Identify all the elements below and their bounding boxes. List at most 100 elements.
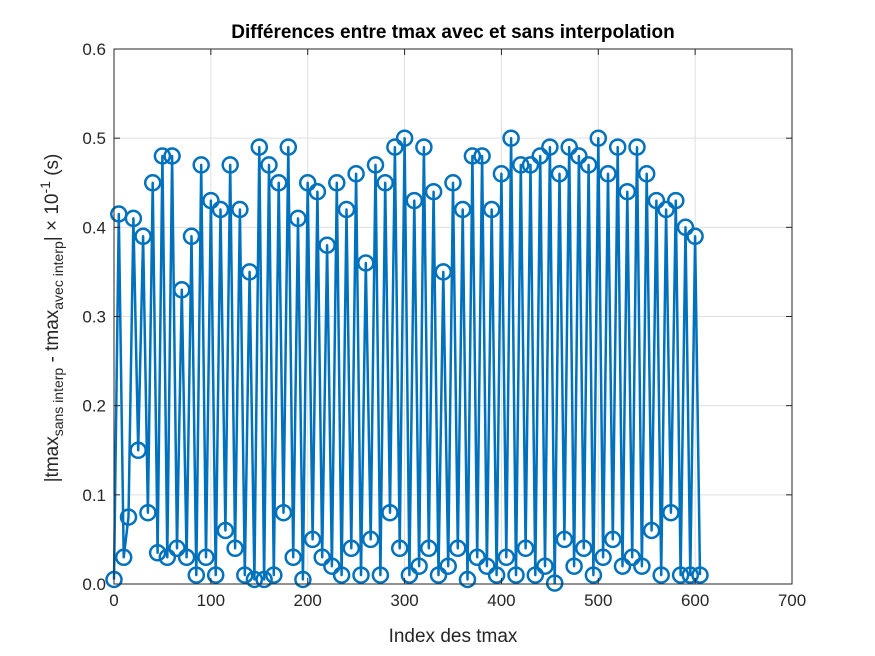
data-point [434,263,453,281]
data-point [594,548,612,567]
data-point [512,156,530,174]
data-point [604,530,622,549]
data-point [681,566,700,584]
data-point [623,548,641,567]
data-point [599,165,617,183]
data-point [560,138,578,156]
data-point [516,539,535,558]
y-label-unit: (s) [42,154,63,181]
data-point [332,566,351,584]
data-point [119,508,138,526]
y-tick-label: 0.0 [82,575,106,594]
data-point [686,227,704,246]
data-point [589,129,608,147]
data-point [182,227,201,246]
data-point [671,566,690,584]
x-tick-label: 200 [294,591,322,610]
data-point [231,200,249,219]
data-point [613,557,632,575]
data-point [507,566,525,584]
series-line [112,136,702,585]
data-point [211,200,230,219]
data-point [357,254,375,272]
data-point [255,570,273,589]
data-point [652,566,670,584]
data-point [395,129,414,147]
data-point [114,548,133,567]
data-point [478,557,496,575]
data-point [361,530,380,549]
data-point [177,548,196,567]
x-tick-label: 100 [197,591,225,610]
x-tick-label: 300 [390,591,418,610]
data-point [173,281,191,299]
data-point [536,557,554,575]
y-label-prefix: |tmax [42,436,63,483]
data-point [676,218,695,237]
data-point [221,156,239,174]
data-point [453,200,472,219]
x-tick-label: 700 [778,591,806,610]
data-point [541,138,559,156]
data-point [337,200,356,219]
data-point [439,557,457,575]
data-point [492,165,511,183]
data-point [545,574,564,592]
data-point [366,156,385,174]
data-point [168,539,186,558]
x-axis-label: Index des tmax [389,626,518,647]
data-point [497,548,516,567]
data-point [381,503,399,522]
data-point [449,539,467,558]
data-point [216,521,235,540]
data-point [473,147,491,165]
data-point [570,147,588,165]
data-point [376,174,394,192]
data-point [245,570,264,589]
data-point [284,548,302,567]
data-point [124,209,143,228]
data-point [468,548,486,567]
data-point [226,539,244,558]
data-point [289,209,307,228]
data-point [386,138,404,156]
data-point [662,503,680,522]
data-point [274,503,293,522]
data-point [269,174,288,192]
data-point [323,557,341,575]
data-point [240,263,259,281]
data-point [371,566,390,584]
data-point [575,539,593,558]
data-point [444,174,462,192]
data-point [531,147,549,165]
y-tick-label: 0.1 [82,486,106,505]
data-point [129,441,147,460]
data-point [637,165,656,183]
data-point [647,191,666,210]
data-point [236,566,254,584]
y-label-subscript-2: avec interp [50,241,66,310]
data-point [187,566,206,584]
data-point [487,566,506,584]
x-tick-label: 600 [681,591,709,610]
data-point [565,557,583,575]
data-point [308,182,327,201]
data-point [555,530,574,549]
data-point [521,156,540,174]
data-point [667,191,685,210]
data-point [458,570,477,589]
data-point [143,174,162,192]
data-point [390,539,409,558]
y-axis-label: |tmaxsans interp - tmaxavec interp| × 10… [37,154,66,483]
data-point [405,191,424,210]
chart-title: Différences entre tmax avec et sans inte… [231,22,675,43]
data-point [400,566,419,584]
data-point [342,539,361,558]
data-point [482,200,501,219]
data-point [206,566,225,584]
data-point [642,521,661,540]
x-tick-label: 0 [109,591,118,610]
data-point [633,557,651,575]
data-point [608,138,627,156]
data-point [410,557,428,575]
